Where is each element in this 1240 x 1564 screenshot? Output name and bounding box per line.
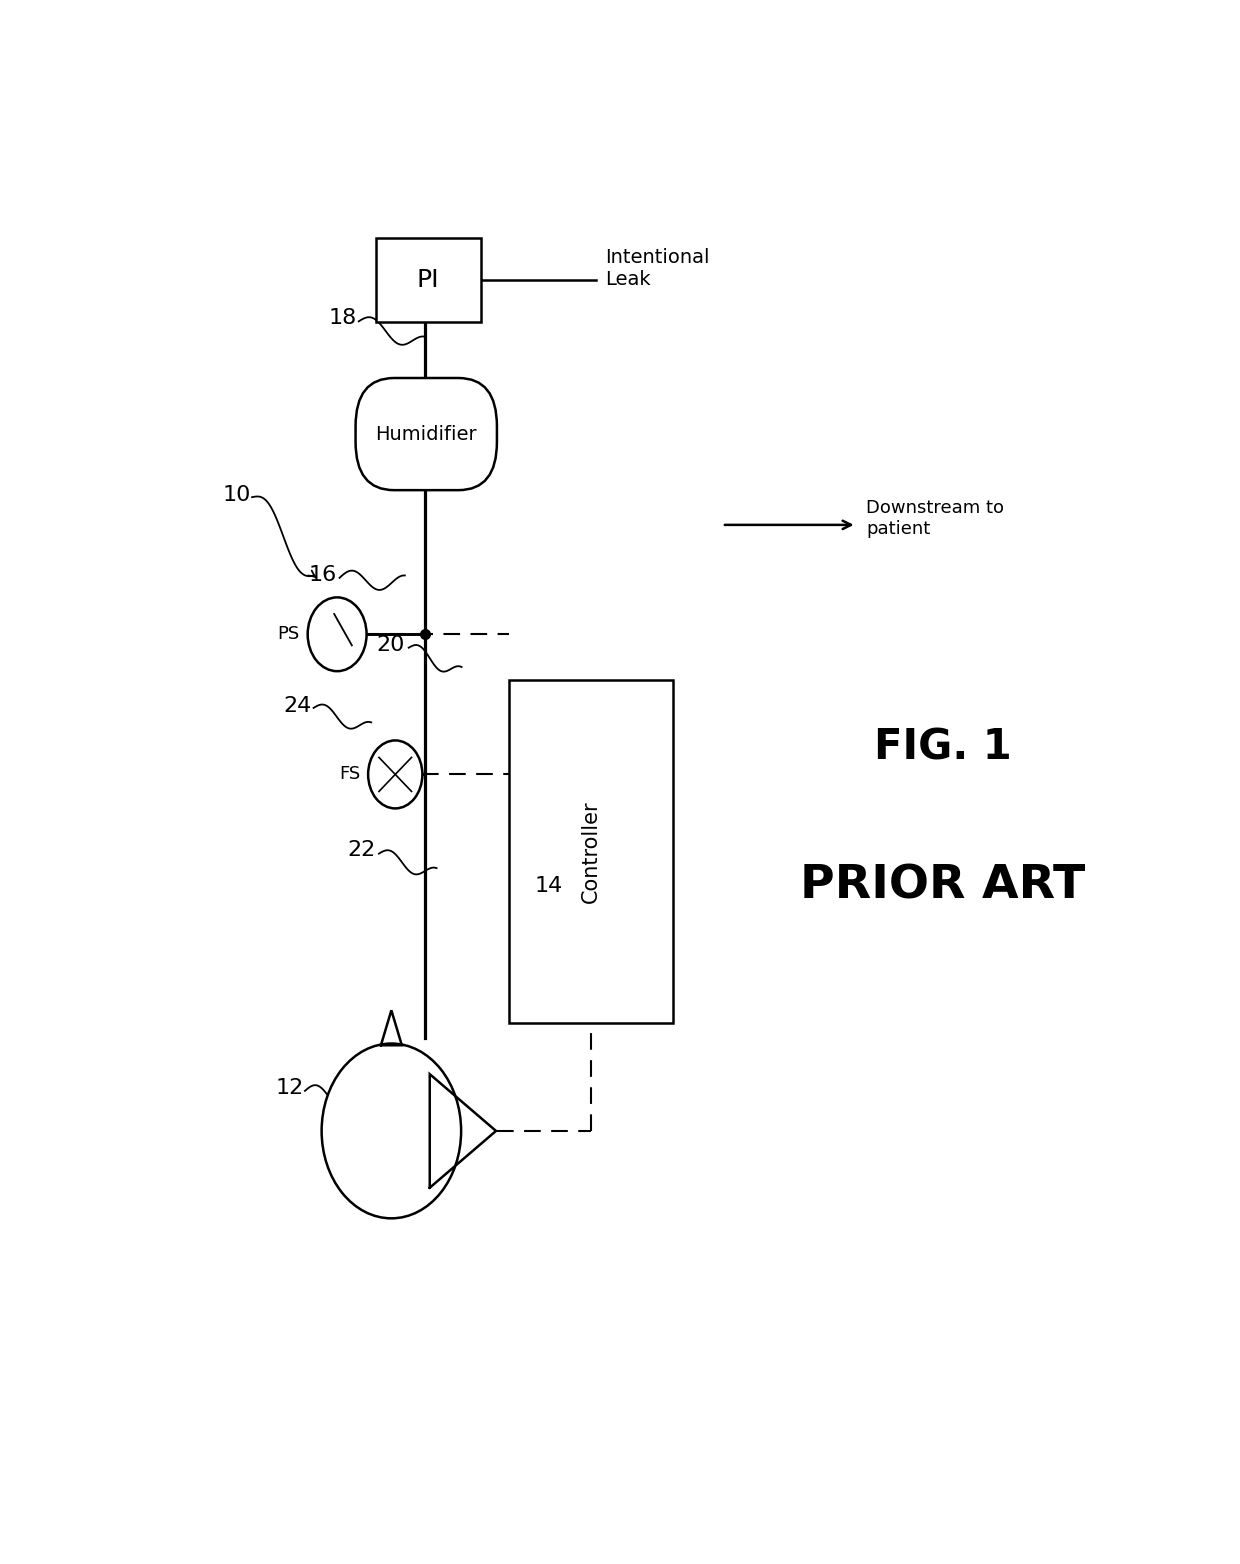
Text: Intentional
Leak: Intentional Leak	[605, 247, 711, 288]
Circle shape	[321, 1043, 461, 1218]
Text: 22: 22	[347, 840, 376, 860]
Text: 24: 24	[283, 696, 311, 715]
Text: 12: 12	[275, 1079, 304, 1098]
Text: PS: PS	[278, 626, 300, 643]
FancyBboxPatch shape	[356, 378, 497, 490]
Text: Controller: Controller	[580, 801, 601, 902]
Text: FIG. 1: FIG. 1	[874, 727, 1012, 768]
Text: 10: 10	[222, 485, 250, 505]
Text: Humidifier: Humidifier	[376, 424, 477, 444]
Circle shape	[368, 740, 423, 809]
Text: PRIOR ART: PRIOR ART	[800, 863, 1086, 909]
Bar	[376, 238, 481, 322]
Text: 18: 18	[329, 308, 357, 328]
Text: FS: FS	[340, 765, 361, 784]
Text: Downstream to
patient: Downstream to patient	[866, 499, 1004, 538]
Text: 20: 20	[376, 635, 404, 655]
Bar	[510, 680, 672, 1023]
Text: Pump: Pump	[358, 1126, 410, 1145]
Text: PI: PI	[417, 267, 439, 292]
Text: 16: 16	[309, 566, 337, 585]
Text: 14: 14	[534, 876, 563, 896]
Circle shape	[308, 597, 367, 671]
